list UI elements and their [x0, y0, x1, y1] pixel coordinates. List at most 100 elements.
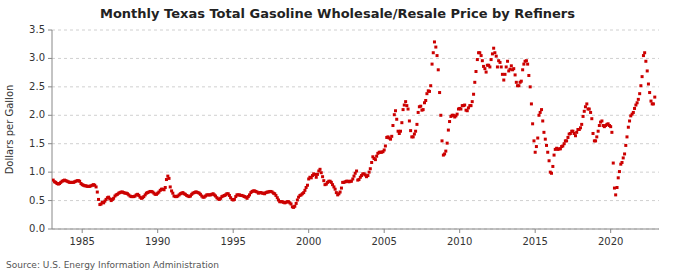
point [618, 170, 621, 173]
y-tick-label: 0.0 [29, 223, 45, 234]
point [488, 65, 491, 68]
point [436, 54, 439, 57]
x-tick-label: 2020 [598, 236, 623, 247]
grid-line [52, 229, 659, 230]
y-tick [48, 229, 52, 230]
point [483, 67, 486, 70]
point [563, 142, 566, 145]
point [432, 51, 435, 54]
point [405, 104, 408, 107]
point [439, 114, 442, 117]
point [438, 91, 441, 94]
point [580, 123, 583, 126]
point [624, 144, 627, 147]
point [642, 54, 645, 57]
point [639, 84, 642, 87]
point [595, 135, 598, 138]
point [399, 130, 402, 133]
point [636, 101, 639, 104]
point [422, 108, 425, 111]
x-tick [610, 229, 611, 233]
point [391, 124, 394, 127]
point [540, 108, 543, 111]
point [600, 119, 603, 122]
y-tick-label: 1.0 [29, 166, 45, 177]
point [404, 100, 407, 103]
point [495, 55, 498, 58]
point [402, 108, 405, 111]
x-tick [535, 229, 536, 233]
x-tick-label: 2010 [447, 236, 472, 247]
point [334, 188, 337, 191]
point [319, 168, 322, 171]
point [592, 132, 595, 135]
point [490, 58, 493, 61]
point [531, 122, 534, 125]
x-tick-label: 1990 [145, 236, 170, 247]
point [565, 139, 568, 142]
y-tick [48, 115, 52, 116]
point [478, 51, 481, 54]
point [424, 99, 427, 102]
point [492, 47, 495, 50]
point [443, 152, 446, 155]
point [625, 135, 628, 138]
point [97, 198, 100, 201]
point [632, 111, 635, 114]
point [293, 205, 296, 208]
point [303, 189, 306, 192]
point [550, 172, 553, 175]
title: Monthly Texas Total Gasoline Wholesale/R… [100, 6, 575, 21]
point [233, 198, 236, 201]
point [448, 120, 451, 123]
point [407, 108, 410, 111]
point [502, 79, 505, 82]
x-tick [459, 229, 460, 233]
point [352, 175, 355, 178]
point [481, 59, 484, 62]
chart: 0.00.51.01.52.02.53.03.51985199019952000… [0, 0, 675, 275]
point [171, 192, 174, 195]
point [646, 69, 649, 72]
point [320, 171, 323, 174]
y-tick-label: 0.5 [29, 195, 45, 206]
x-tick [157, 229, 158, 233]
y-tick [48, 58, 52, 59]
background [0, 0, 675, 275]
y-tick [48, 172, 52, 173]
point [582, 115, 585, 118]
grid-line [52, 200, 659, 201]
point [648, 91, 651, 94]
grid-line [52, 86, 659, 87]
point [165, 178, 168, 181]
y-tick-label: 3.5 [29, 24, 45, 35]
point [355, 170, 358, 173]
point [446, 142, 449, 145]
point [370, 161, 373, 164]
point [459, 108, 462, 111]
point [585, 102, 588, 105]
point [403, 104, 406, 107]
point [535, 145, 538, 148]
point [609, 125, 612, 128]
y-tick-label: 2.5 [29, 81, 45, 92]
point [530, 102, 533, 105]
point [515, 81, 518, 84]
x-tick-label: 1995 [220, 236, 245, 247]
point [506, 60, 509, 63]
point [575, 131, 578, 134]
point [579, 126, 582, 129]
point [383, 148, 386, 151]
point [588, 108, 591, 111]
point [409, 129, 412, 132]
point [612, 162, 615, 165]
grid-line [52, 58, 659, 59]
point [434, 46, 437, 49]
point [447, 129, 450, 132]
point [316, 173, 319, 176]
point [493, 51, 496, 54]
point [415, 123, 418, 126]
point [621, 161, 624, 164]
point [638, 92, 641, 95]
point [375, 155, 378, 158]
